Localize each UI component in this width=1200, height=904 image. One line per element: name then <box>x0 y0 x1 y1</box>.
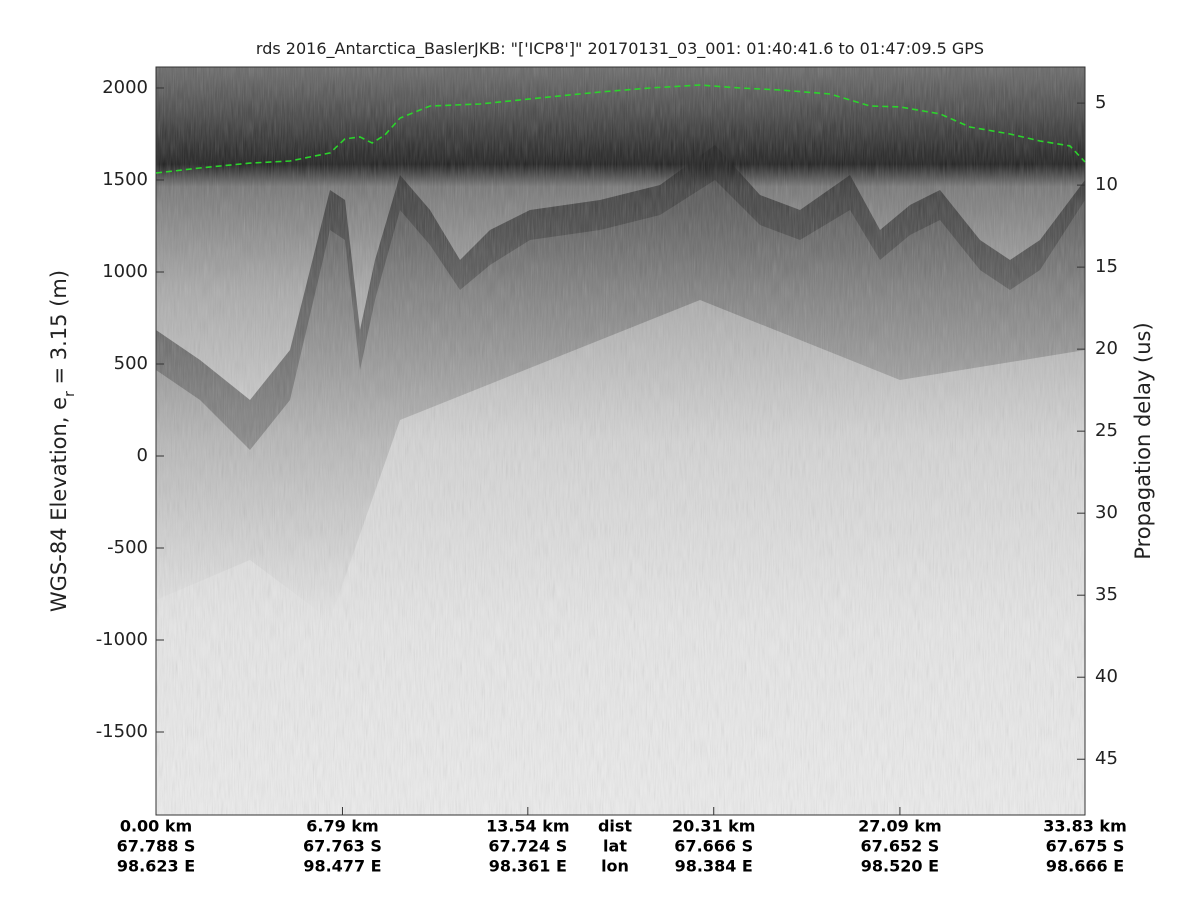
y-tick-label: 500 <box>114 353 148 374</box>
y-tick-label: 0 <box>137 445 148 466</box>
y-axis-label: WGS-84 Elevation, er = 3.15 (m) <box>47 270 78 612</box>
y-tick-label: -1500 <box>96 721 148 742</box>
y2-tick-label: 30 <box>1095 502 1118 523</box>
surface-line <box>155 84 1086 174</box>
y2-tick-label: 45 <box>1095 748 1118 769</box>
y-label-part: WGS-84 Elevation, e <box>47 397 71 612</box>
x-tick-lon: 98.520 E <box>861 857 939 876</box>
y-label-sub: r <box>62 391 78 397</box>
plot-frame <box>155 66 1086 816</box>
y-tick-label: 1000 <box>102 261 148 282</box>
x-tick-label: 0.00 km <box>120 817 192 836</box>
x-tick-lon: 98.623 E <box>117 857 195 876</box>
x-tick-label: 20.31 km <box>672 817 756 836</box>
y-tick-label: 2000 <box>102 77 148 98</box>
x-tick-lon: 98.384 E <box>675 857 753 876</box>
x-tick-label: 27.09 km <box>858 817 942 836</box>
x-tick-lat: 67.763 S <box>303 837 382 856</box>
x-tick-lat: 67.666 S <box>674 837 753 856</box>
y2-tick-label: 10 <box>1095 174 1118 195</box>
y2-tick-label: 40 <box>1095 666 1118 687</box>
x-tick-lat: 67.724 S <box>488 837 567 856</box>
x-tick-lon: 98.477 E <box>303 857 381 876</box>
y-label-part: = 3.15 (m) <box>47 270 71 391</box>
row-label: lat <box>603 837 627 856</box>
y2-tick-label: 20 <box>1095 338 1118 359</box>
y2-tick-label: 5 <box>1095 92 1106 113</box>
x-tick-lon: 98.361 E <box>489 857 567 876</box>
y2-tick-label: 25 <box>1095 420 1118 441</box>
x-tick-lat: 67.675 S <box>1046 837 1125 856</box>
row-label: lon <box>601 857 629 876</box>
y2-tick-label: 35 <box>1095 584 1118 605</box>
y2-tick-label: 15 <box>1095 256 1118 277</box>
y-tick-label: -500 <box>107 537 148 558</box>
echogram <box>156 67 1085 815</box>
chart-title: rds 2016_Antarctica_BaslerJKB: "['ICP8']… <box>256 39 984 59</box>
x-tick-lon: 98.666 E <box>1046 857 1124 876</box>
y-tick-label: -1000 <box>96 629 148 650</box>
x-tick-label: 6.79 km <box>306 817 378 836</box>
x-tick-label: 33.83 km <box>1043 817 1127 836</box>
y2-axis-label: Propagation delay (us) <box>1131 322 1155 559</box>
row-label: dist <box>598 817 632 836</box>
x-tick-lat: 67.652 S <box>860 837 939 856</box>
x-tick-label: 13.54 km <box>486 817 570 836</box>
x-tick-lat: 67.788 S <box>117 837 196 856</box>
y-tick-label: 1500 <box>102 169 148 190</box>
